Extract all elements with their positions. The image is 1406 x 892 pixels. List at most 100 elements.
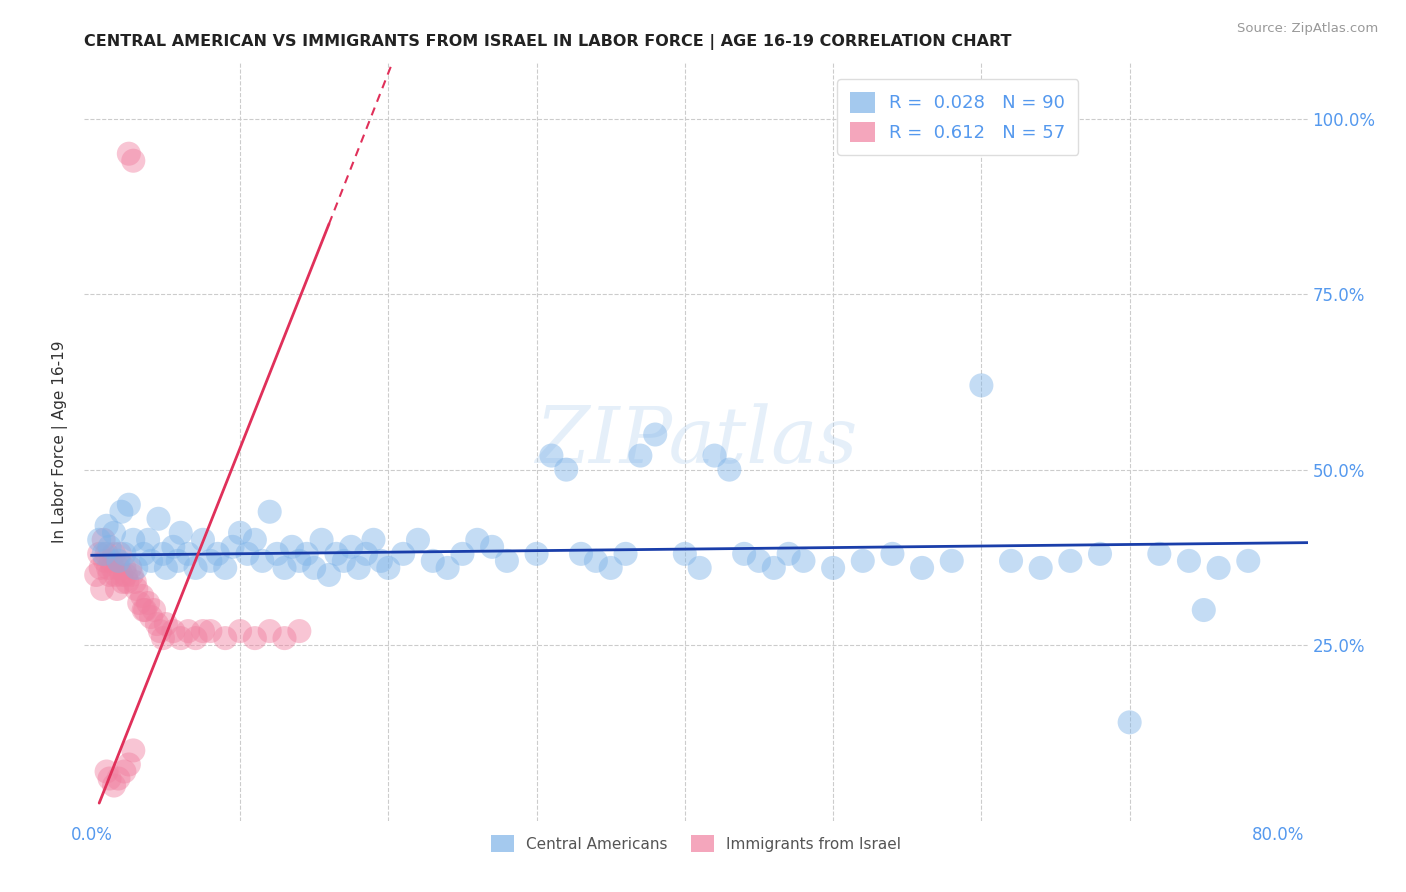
Point — [132, 547, 155, 561]
Point — [200, 554, 222, 568]
Point — [124, 574, 146, 589]
Point — [166, 554, 188, 568]
Point — [98, 772, 121, 786]
Point — [128, 596, 150, 610]
Point — [136, 533, 159, 547]
Point — [134, 603, 156, 617]
Point — [107, 561, 129, 575]
Point — [100, 554, 122, 568]
Point — [748, 554, 770, 568]
Point — [122, 153, 145, 168]
Point — [125, 582, 148, 596]
Point — [644, 427, 666, 442]
Point — [149, 624, 172, 639]
Point — [104, 568, 127, 582]
Point — [392, 547, 415, 561]
Point — [718, 462, 741, 476]
Point — [1237, 554, 1260, 568]
Point — [152, 547, 174, 561]
Point — [1029, 561, 1052, 575]
Point — [93, 547, 115, 561]
Point — [792, 554, 814, 568]
Point — [101, 561, 124, 575]
Point — [121, 568, 143, 582]
Point — [1178, 554, 1201, 568]
Point — [207, 547, 229, 561]
Point — [318, 568, 340, 582]
Point — [117, 574, 139, 589]
Point — [325, 547, 347, 561]
Point — [852, 554, 875, 568]
Point — [112, 547, 135, 561]
Point — [191, 533, 214, 547]
Point — [243, 631, 266, 645]
Point — [162, 540, 184, 554]
Point — [259, 624, 281, 639]
Point — [143, 603, 166, 617]
Point — [823, 561, 845, 575]
Point — [120, 561, 142, 575]
Point — [252, 554, 274, 568]
Point — [340, 540, 363, 554]
Text: CENTRAL AMERICAN VS IMMIGRANTS FROM ISRAEL IN LABOR FORCE | AGE 16-19 CORRELATIO: CENTRAL AMERICAN VS IMMIGRANTS FROM ISRA… — [84, 34, 1012, 50]
Point — [152, 631, 174, 645]
Point — [370, 554, 392, 568]
Point — [139, 554, 162, 568]
Point — [311, 533, 333, 547]
Point — [302, 561, 325, 575]
Point — [1192, 603, 1215, 617]
Point — [422, 554, 444, 568]
Point — [778, 547, 800, 561]
Point — [970, 378, 993, 392]
Point — [363, 533, 385, 547]
Point — [585, 554, 607, 568]
Point — [132, 603, 155, 617]
Point — [103, 547, 125, 561]
Point — [281, 540, 304, 554]
Point — [105, 582, 128, 596]
Point — [107, 554, 129, 568]
Point — [1118, 715, 1140, 730]
Point — [214, 631, 236, 645]
Point — [229, 624, 252, 639]
Point — [288, 554, 311, 568]
Point — [555, 462, 578, 476]
Point — [599, 561, 621, 575]
Point — [243, 533, 266, 547]
Point — [96, 764, 118, 779]
Point — [882, 547, 904, 561]
Point — [112, 561, 135, 575]
Point — [191, 624, 214, 639]
Point — [229, 525, 252, 540]
Point — [614, 547, 637, 561]
Point — [112, 764, 135, 779]
Point — [1000, 554, 1022, 568]
Point — [1208, 561, 1230, 575]
Point — [941, 554, 963, 568]
Point — [155, 561, 177, 575]
Point — [122, 533, 145, 547]
Point — [139, 610, 162, 624]
Point — [184, 561, 207, 575]
Point — [103, 525, 125, 540]
Point — [177, 624, 200, 639]
Point — [110, 568, 132, 582]
Point — [94, 554, 117, 568]
Point — [136, 596, 159, 610]
Legend: Central Americans, Immigrants from Israel: Central Americans, Immigrants from Israe… — [485, 829, 907, 858]
Point — [89, 547, 111, 561]
Text: ZIPatlas: ZIPatlas — [534, 403, 858, 480]
Point — [762, 561, 785, 575]
Point — [111, 574, 134, 589]
Point — [377, 561, 399, 575]
Point — [540, 449, 562, 463]
Point — [98, 568, 121, 582]
Point — [465, 533, 488, 547]
Point — [89, 533, 111, 547]
Point — [333, 554, 356, 568]
Point — [1059, 554, 1081, 568]
Point — [155, 617, 177, 632]
Point — [184, 631, 207, 645]
Point — [436, 561, 458, 575]
Point — [451, 547, 474, 561]
